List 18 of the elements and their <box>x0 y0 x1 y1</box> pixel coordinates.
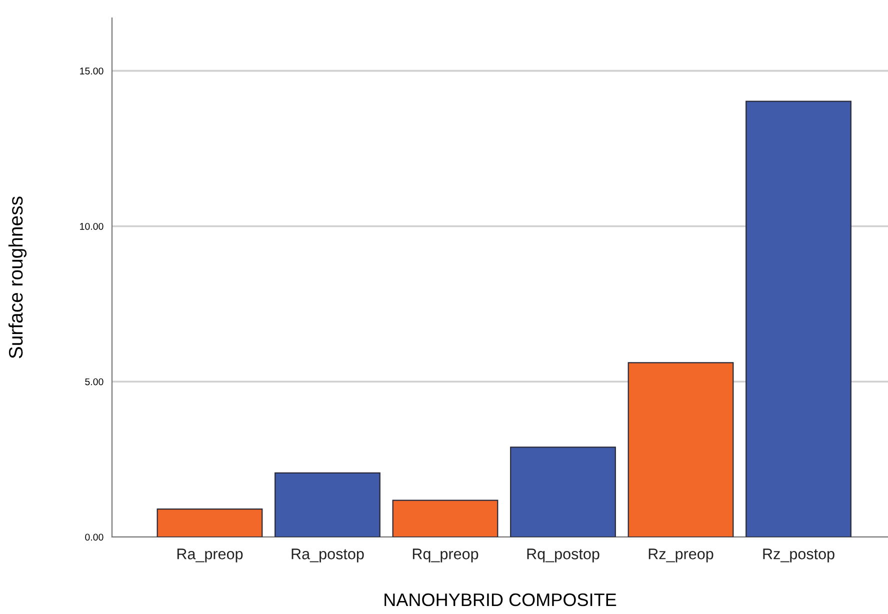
x-tick-label: Rz_postop <box>763 548 834 562</box>
y-tick-label: 0.00 <box>85 534 104 541</box>
bar <box>746 100 852 537</box>
x-tick-label: Rq_preop <box>412 548 478 562</box>
bar <box>156 508 263 537</box>
y-tick-label: 5.00 <box>85 378 104 386</box>
bar <box>628 362 734 537</box>
y-tick-label: 10.00 <box>80 222 104 230</box>
x-axis-title: NANOHYBRID COMPOSITE <box>384 593 616 606</box>
bar <box>274 472 380 537</box>
x-tick-label: Ra_postop <box>292 548 364 562</box>
x-tick-label: Rq_postop <box>527 548 600 562</box>
x-tick-label: Ra_preop <box>177 548 243 562</box>
y-tick-label: 15.00 <box>80 68 104 74</box>
y-axis-title: Surface roughness <box>8 196 27 358</box>
bar <box>510 446 616 537</box>
x-tick-label: Rz_preop <box>648 548 714 562</box>
bar <box>392 500 498 537</box>
